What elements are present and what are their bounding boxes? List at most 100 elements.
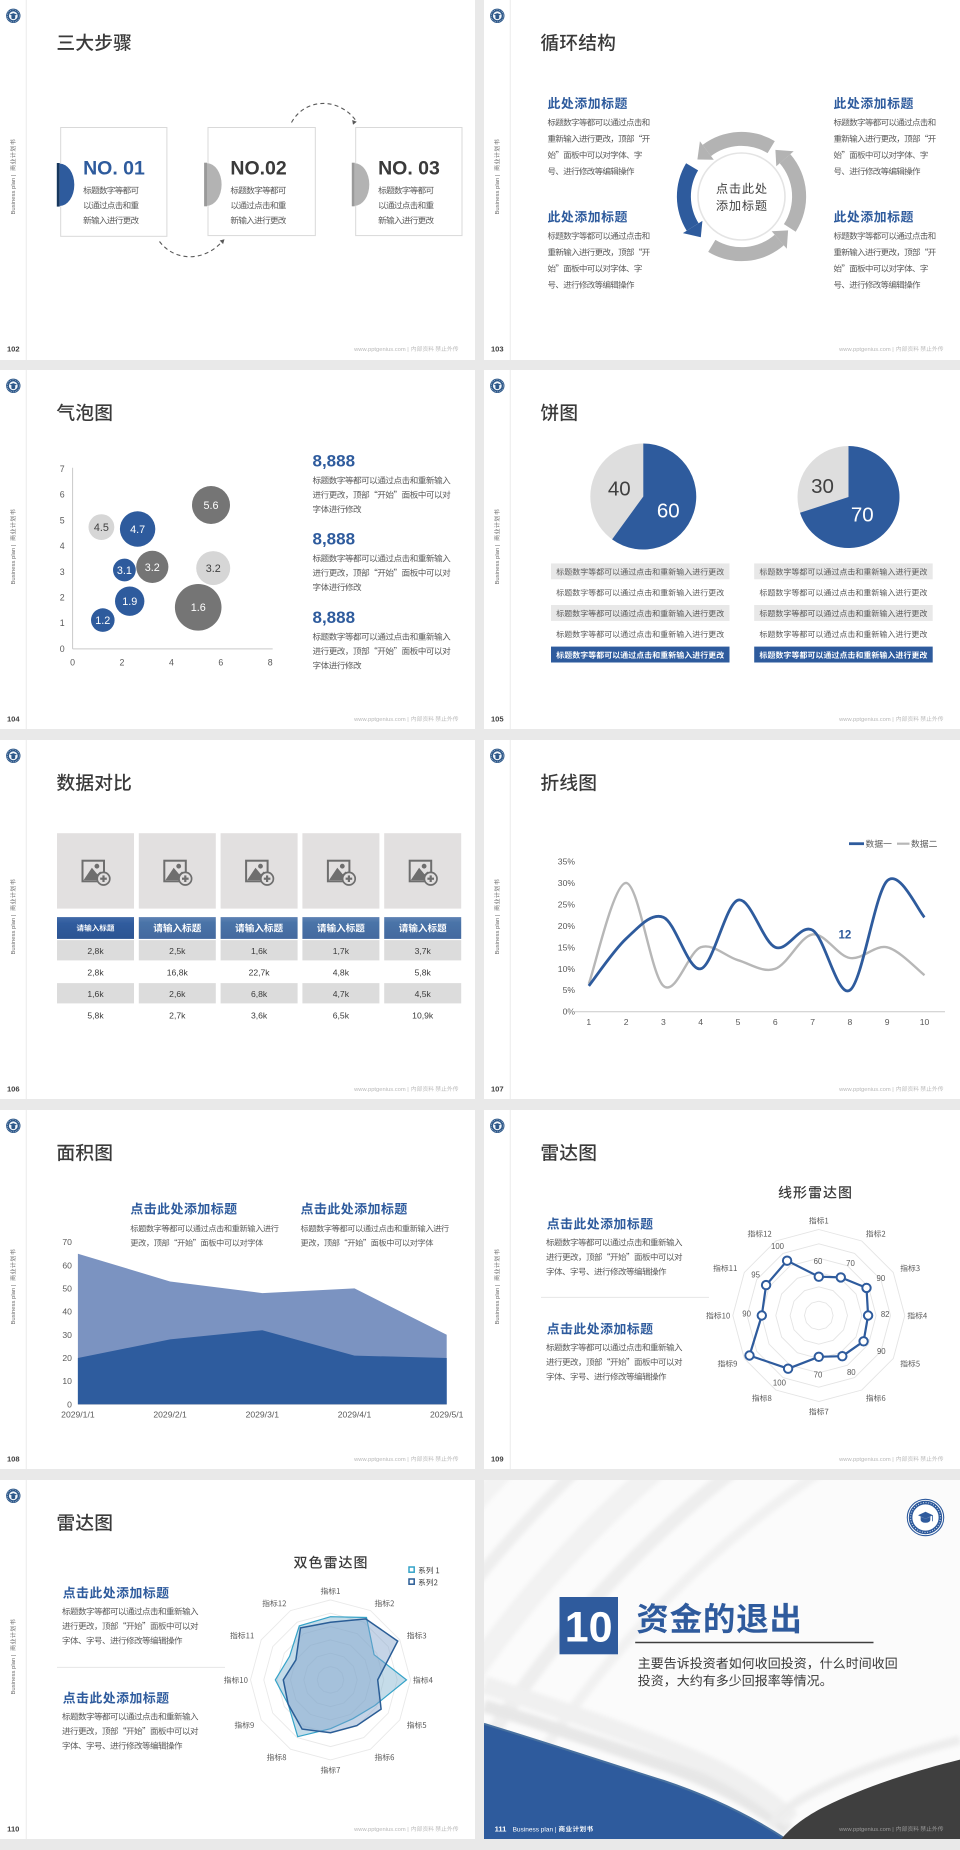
svg-text:NO. 03: NO. 03 (378, 157, 440, 179)
svg-text:Business plan |: Business plan | (11, 914, 17, 954)
svg-text:10: 10 (920, 1017, 930, 1027)
svg-text:35%: 35% (558, 856, 576, 866)
svg-text:5: 5 (736, 1017, 741, 1027)
svg-text:2029/1/1: 2029/1/1 (61, 1409, 95, 1419)
svg-text:4,5k: 4,5k (415, 988, 432, 998)
svg-text:1,6k: 1,6k (251, 945, 268, 955)
svg-text:Business plan |: Business plan | (11, 1284, 17, 1324)
svg-text:70: 70 (846, 1258, 855, 1267)
svg-text:Business plan |: Business plan | (11, 544, 17, 584)
svg-text:www.pptgenius.com |: www.pptgenius.com | (353, 1826, 409, 1832)
svg-text:5,8k: 5,8k (415, 967, 432, 977)
svg-text:82: 82 (881, 1310, 890, 1319)
svg-text:2029/3/1: 2029/3/1 (246, 1409, 280, 1419)
svg-text:12: 12 (839, 929, 852, 941)
svg-text:50: 50 (62, 1283, 72, 1293)
svg-text:8,888: 8,888 (313, 529, 356, 548)
svg-text:5: 5 (60, 515, 65, 525)
svg-text:4: 4 (698, 1017, 703, 1027)
svg-text:1,7k: 1,7k (333, 945, 350, 955)
svg-text:5.6: 5.6 (203, 499, 218, 511)
svg-text:25%: 25% (558, 899, 576, 909)
svg-text:5%: 5% (563, 985, 576, 995)
svg-text:2,7k: 2,7k (169, 1010, 186, 1020)
svg-text:70: 70 (814, 1370, 823, 1379)
svg-text:6,5k: 6,5k (333, 1010, 350, 1020)
svg-text:10%: 10% (558, 963, 576, 973)
svg-text:100: 100 (771, 1242, 785, 1251)
svg-text:4,7k: 4,7k (333, 988, 350, 998)
svg-text:109: 109 (491, 1454, 504, 1463)
svg-text:20%: 20% (558, 920, 576, 930)
svg-text:6: 6 (773, 1017, 778, 1027)
svg-text:90: 90 (877, 1346, 886, 1355)
svg-text:3.1: 3.1 (117, 564, 132, 576)
svg-text:Business plan |: Business plan | (495, 175, 501, 215)
svg-text:7: 7 (810, 1017, 815, 1027)
svg-text:Business plan |: Business plan | (11, 1654, 17, 1694)
svg-text:3,7k: 3,7k (415, 945, 432, 955)
svg-text:110: 110 (7, 1824, 19, 1833)
svg-text:40: 40 (608, 477, 631, 500)
svg-text:60: 60 (62, 1260, 72, 1270)
svg-text:8: 8 (848, 1017, 853, 1027)
svg-text:4: 4 (169, 657, 174, 667)
svg-text:30%: 30% (558, 877, 576, 887)
svg-text:108: 108 (7, 1454, 20, 1463)
svg-text:100: 100 (773, 1378, 787, 1387)
svg-text:1.6: 1.6 (191, 602, 206, 614)
svg-text:www.pptgenius.com |: www.pptgenius.com | (838, 1086, 894, 1092)
svg-text:www.pptgenius.com |: www.pptgenius.com | (353, 716, 409, 722)
svg-text:111: 111 (495, 1824, 508, 1833)
svg-text:www.pptgenius.com |: www.pptgenius.com | (838, 716, 894, 722)
svg-text:www.pptgenius.com |: www.pptgenius.com | (353, 1456, 409, 1462)
svg-text:3.2: 3.2 (206, 563, 221, 575)
svg-text:9: 9 (885, 1017, 890, 1027)
svg-text:1.2: 1.2 (95, 615, 110, 627)
svg-text:3: 3 (661, 1017, 666, 1027)
svg-text:60: 60 (814, 1257, 823, 1266)
svg-text:Business plan |: Business plan | (495, 544, 501, 584)
svg-text:6,8k: 6,8k (251, 988, 268, 998)
svg-text:www.pptgenius.com |: www.pptgenius.com | (353, 347, 409, 353)
svg-text:2: 2 (60, 592, 65, 602)
svg-text:3.2: 3.2 (145, 561, 160, 573)
svg-text:105: 105 (491, 714, 504, 723)
svg-text:30: 30 (62, 1329, 72, 1339)
svg-text:6: 6 (60, 489, 65, 499)
svg-text:2029/5/1: 2029/5/1 (430, 1409, 464, 1419)
svg-text:107: 107 (491, 1084, 504, 1093)
svg-text:4.5: 4.5 (94, 522, 109, 534)
svg-text:3,6k: 3,6k (251, 1010, 268, 1020)
svg-text:70: 70 (851, 503, 874, 526)
svg-text:103: 103 (491, 344, 504, 353)
svg-text:2: 2 (120, 657, 125, 667)
svg-text:5,8k: 5,8k (87, 1010, 104, 1020)
svg-text:3: 3 (60, 566, 65, 576)
svg-text:www.pptgenius.com |: www.pptgenius.com | (838, 1826, 894, 1832)
svg-text:Business plan |: Business plan | (513, 1826, 557, 1833)
svg-text:104: 104 (7, 714, 20, 723)
svg-text:102: 102 (7, 344, 20, 353)
svg-text:30: 30 (811, 474, 834, 497)
svg-text:2,8k: 2,8k (87, 945, 104, 955)
svg-text:6: 6 (218, 657, 223, 667)
svg-text:www.pptgenius.com |: www.pptgenius.com | (838, 1456, 894, 1462)
svg-text:4.7: 4.7 (130, 523, 145, 535)
svg-text:2,5k: 2,5k (169, 945, 186, 955)
svg-text:8: 8 (268, 657, 273, 667)
svg-text:80: 80 (847, 1368, 856, 1377)
svg-text:Business plan |: Business plan | (495, 914, 501, 954)
svg-text:2,6k: 2,6k (169, 988, 186, 998)
svg-text:10: 10 (62, 1376, 72, 1386)
svg-text:www.pptgenius.com |: www.pptgenius.com | (838, 347, 894, 353)
svg-text:Business plan |: Business plan | (495, 1284, 501, 1324)
svg-text:8,888: 8,888 (313, 451, 356, 470)
svg-text:1,6k: 1,6k (87, 988, 104, 998)
svg-text:www.pptgenius.com |: www.pptgenius.com | (353, 1086, 409, 1092)
svg-text:2029/4/1: 2029/4/1 (338, 1409, 372, 1419)
svg-text:70: 70 (62, 1237, 72, 1247)
svg-text:0: 0 (60, 643, 65, 653)
svg-text:4: 4 (60, 541, 65, 551)
svg-text:NO.02: NO.02 (230, 157, 287, 179)
